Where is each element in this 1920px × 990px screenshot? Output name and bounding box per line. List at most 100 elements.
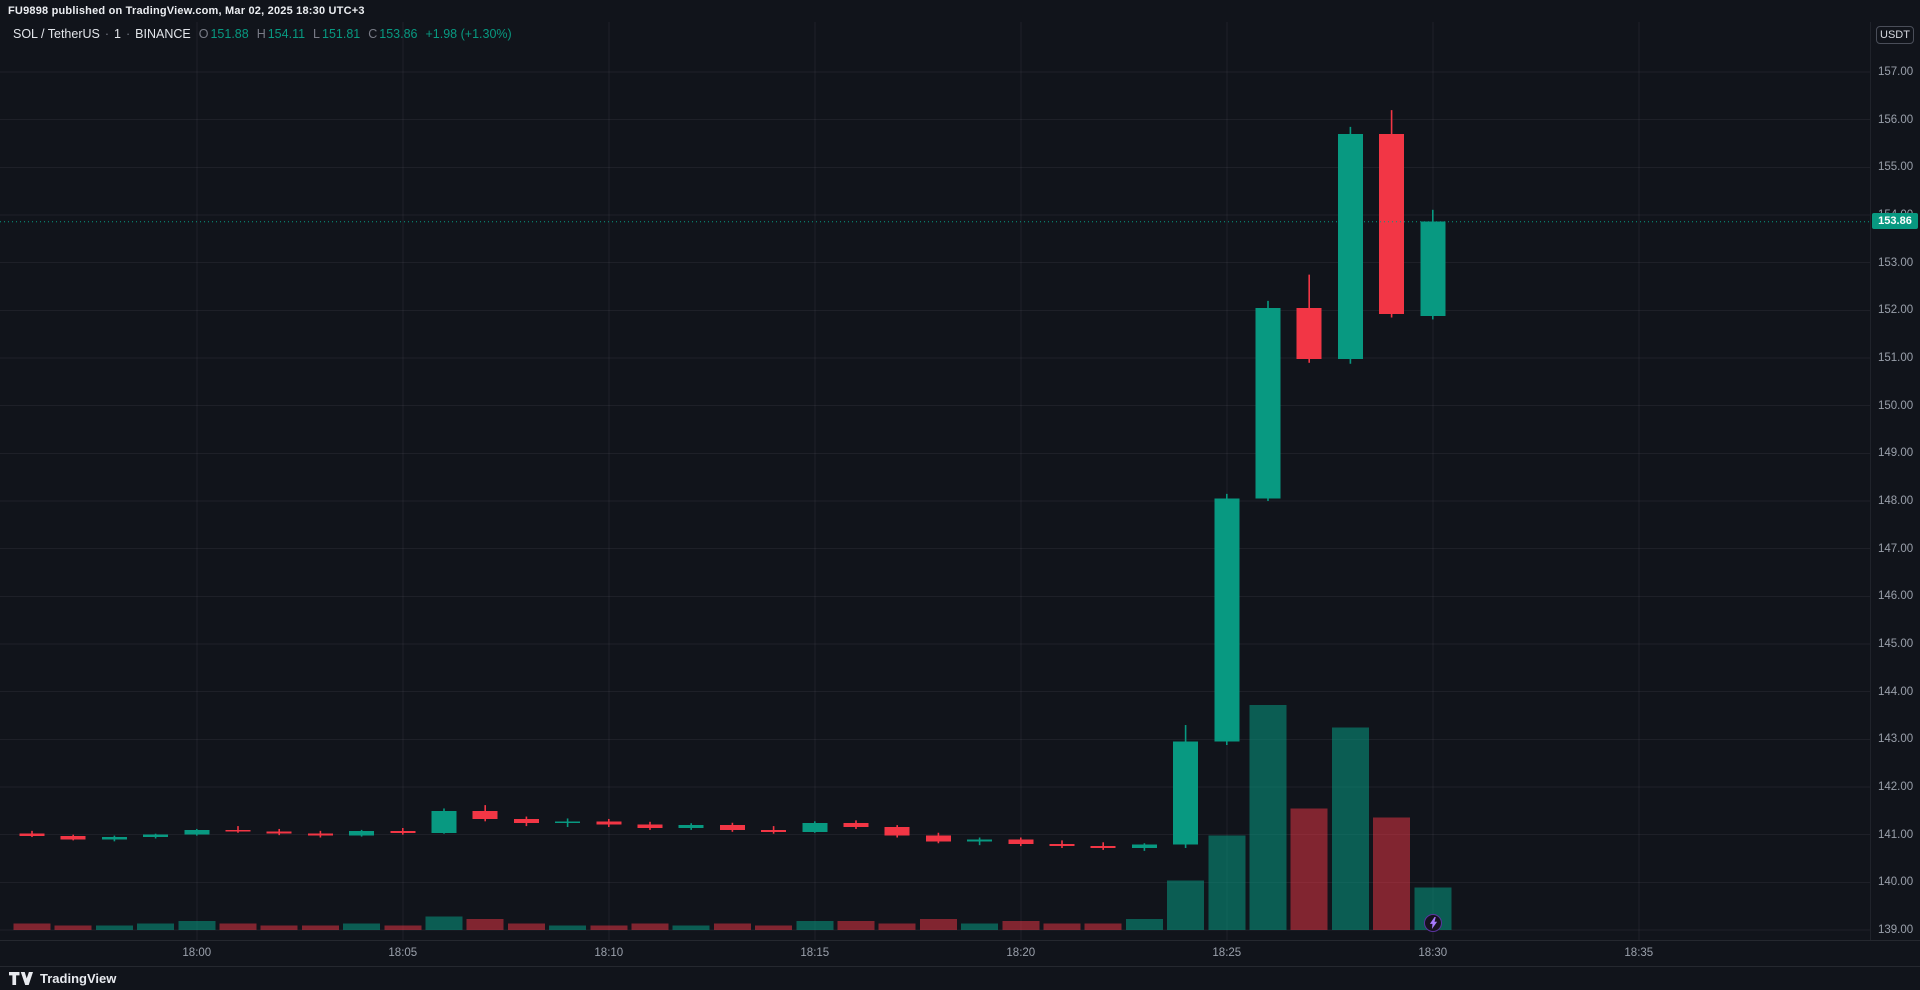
candlestick-chart [0,22,1870,940]
candle-body [513,818,539,824]
candle-body [143,834,169,838]
volume-bar [961,923,999,930]
open-label: O [198,27,209,41]
price-tick-label: 145.00 [1878,638,1914,650]
time-tick-label: 18:00 [182,947,212,959]
price-tick-label: 140.00 [1878,876,1914,889]
candle-body [843,823,869,828]
candle-body [1131,844,1157,849]
high-value: 154.11 [267,27,306,41]
price-tick-label: 152.00 [1878,304,1914,317]
high-label: H [256,27,266,41]
price-tick-label: 147.00 [1878,542,1914,555]
price-tick-label: 142.00 [1878,781,1914,793]
volume-bar [95,925,133,930]
symbol-title: SOL / TetherUS [13,27,100,41]
time-tick-label: 18:10 [594,947,624,959]
volume-bar [919,918,957,930]
price-tick-label: 157.00 [1878,66,1914,79]
volume-bar [54,925,92,930]
time-tick-label: 18:20 [1006,947,1036,959]
price-tick-label: 156.00 [1878,113,1914,126]
volume-bar [507,923,545,930]
open-value: 151.88 [210,27,249,41]
volume-bar [1125,918,1163,930]
interval-label: 1 [114,27,121,41]
volume-bar [137,923,175,930]
footer: TradingView [0,966,1920,990]
price-tick-label: 151.00 [1878,352,1914,365]
candle-body [1337,134,1363,359]
change-value: +1.98 (+1.30%) [425,27,512,41]
currency-button[interactable]: USDT [1876,26,1914,44]
candle-body [1379,134,1405,315]
volume-bar [549,925,587,930]
volume-bar [425,916,463,930]
legend: SOL / TetherUS · 1 · BINANCE O 151.88 H 154.11 L 1… [13,27,512,41]
candle-body [761,829,787,832]
candle-body [431,810,457,833]
last-price-label: 153.86 [1872,212,1918,229]
price-tick-label: 143.00 [1878,733,1914,746]
volume-bar [260,925,298,930]
close-label: C [368,27,378,41]
volume-bar [1002,921,1040,930]
volume-bar [755,925,793,930]
candle-body [967,839,993,842]
price-tick-label: 144.00 [1878,685,1914,698]
volume-bar [672,925,710,930]
time-tick-label: 18:25 [1212,947,1242,959]
price-tick-label: 146.00 [1878,590,1914,603]
candle-body [60,836,86,840]
candle-body [1008,839,1034,845]
publish-text: FU9898 published on TradingView.com, Mar… [8,5,365,17]
price-axis: USDT 139.00 140.00 141.00 142.00 143.00 144.0… [1870,22,1920,940]
candle-body [596,821,622,825]
candle-body [884,827,910,836]
volume-bar [1331,727,1369,930]
low-label: L [313,27,320,41]
candle-body [1255,307,1281,499]
volume-bar [1084,923,1122,930]
candle-body [1214,498,1240,742]
volume-bar [837,921,875,930]
legend-separator: · [125,27,131,41]
candle-body [802,823,828,832]
volume-bar [796,921,834,930]
price-tick-label: 149.00 [1878,447,1914,460]
candle-body [225,829,251,832]
volume-bar [1043,923,1081,930]
legend-separator: · [104,27,110,41]
time-tick-label: 18:05 [388,947,418,959]
volume-bar [178,921,216,930]
brand-name[interactable]: TradingView [40,971,117,986]
publish-bar: FU9898 published on TradingView.com, Mar… [0,0,1920,22]
volume-bar [590,925,628,930]
candle-body [307,833,333,836]
candle-body [1049,844,1075,847]
volume-bar [343,923,381,930]
lightning-icon[interactable] [1424,914,1442,932]
volume-bar [631,923,669,930]
candle-body [925,835,951,842]
candle-body [719,825,745,830]
volume-bar [13,923,51,930]
price-tick-label: 153.00 [1878,256,1914,269]
volume-bar [1167,880,1205,930]
candle-body [266,831,292,834]
candle-body [390,830,416,833]
volume-bar [1249,705,1287,930]
lightning-bolt-glyph [1429,917,1437,929]
candle-body [555,821,581,824]
price-tick-label: 155.00 [1878,161,1914,174]
time-axis: 18:00 18:05 18:10 18:15 18:20 18:25 18:30 18:35 [0,940,1920,966]
candle-body [1090,846,1116,849]
volume-bar [1290,808,1328,930]
volume-bar [878,923,916,930]
time-tick-label: 18:30 [1418,947,1448,959]
candle-body [101,837,127,840]
candle-body [472,810,498,819]
tradingview-logo-icon[interactable] [9,972,33,985]
candle-body [184,829,210,835]
volume-bar [466,918,504,930]
